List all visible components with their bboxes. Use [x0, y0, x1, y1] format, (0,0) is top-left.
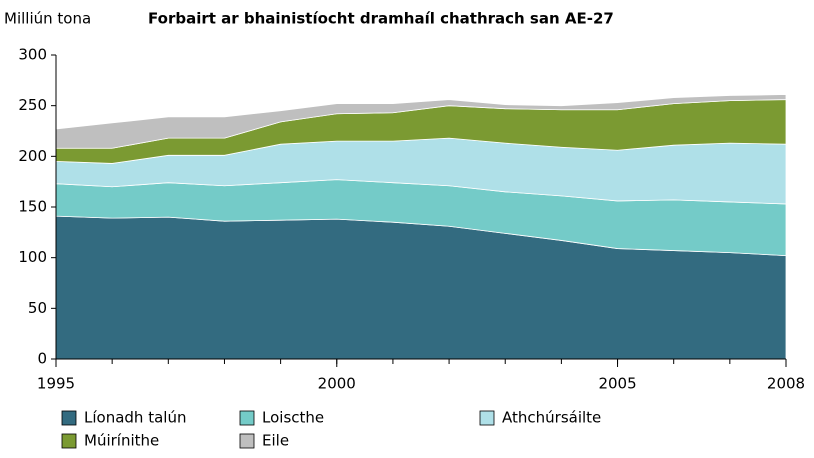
chart-title: Forbairt ar bhainistíocht dramhaíl chath…: [148, 10, 614, 28]
y-tick-label: 300: [18, 46, 47, 64]
legend-label: Múirínithe: [84, 432, 159, 450]
x-tick-label: 1995: [37, 375, 75, 393]
y-axis-label: Milliún tona: [4, 10, 91, 28]
legend-label: Líonadh talún: [84, 409, 186, 427]
y-tick-label: 150: [18, 198, 47, 216]
legend-label: Eile: [262, 432, 289, 450]
y-tick-label: 200: [18, 147, 47, 165]
legend-swatch: [61, 433, 77, 449]
legend-swatch: [239, 410, 255, 426]
legend-swatch: [479, 410, 495, 426]
legend-label: Loiscthe: [262, 409, 324, 427]
y-tick-label: 250: [18, 96, 47, 114]
x-tick-label: 2008: [767, 375, 805, 393]
area: [55, 94, 787, 149]
x-tick-label: 2005: [598, 375, 636, 393]
legend-swatch: [239, 433, 255, 449]
legend-label: Athchúrsáilte: [502, 409, 601, 427]
x-tick-label: 2000: [318, 375, 356, 393]
legend-swatch: [61, 410, 77, 426]
y-tick-label: 50: [28, 299, 47, 317]
y-tick-label: 0: [37, 350, 47, 368]
y-tick-label: 100: [18, 248, 47, 266]
